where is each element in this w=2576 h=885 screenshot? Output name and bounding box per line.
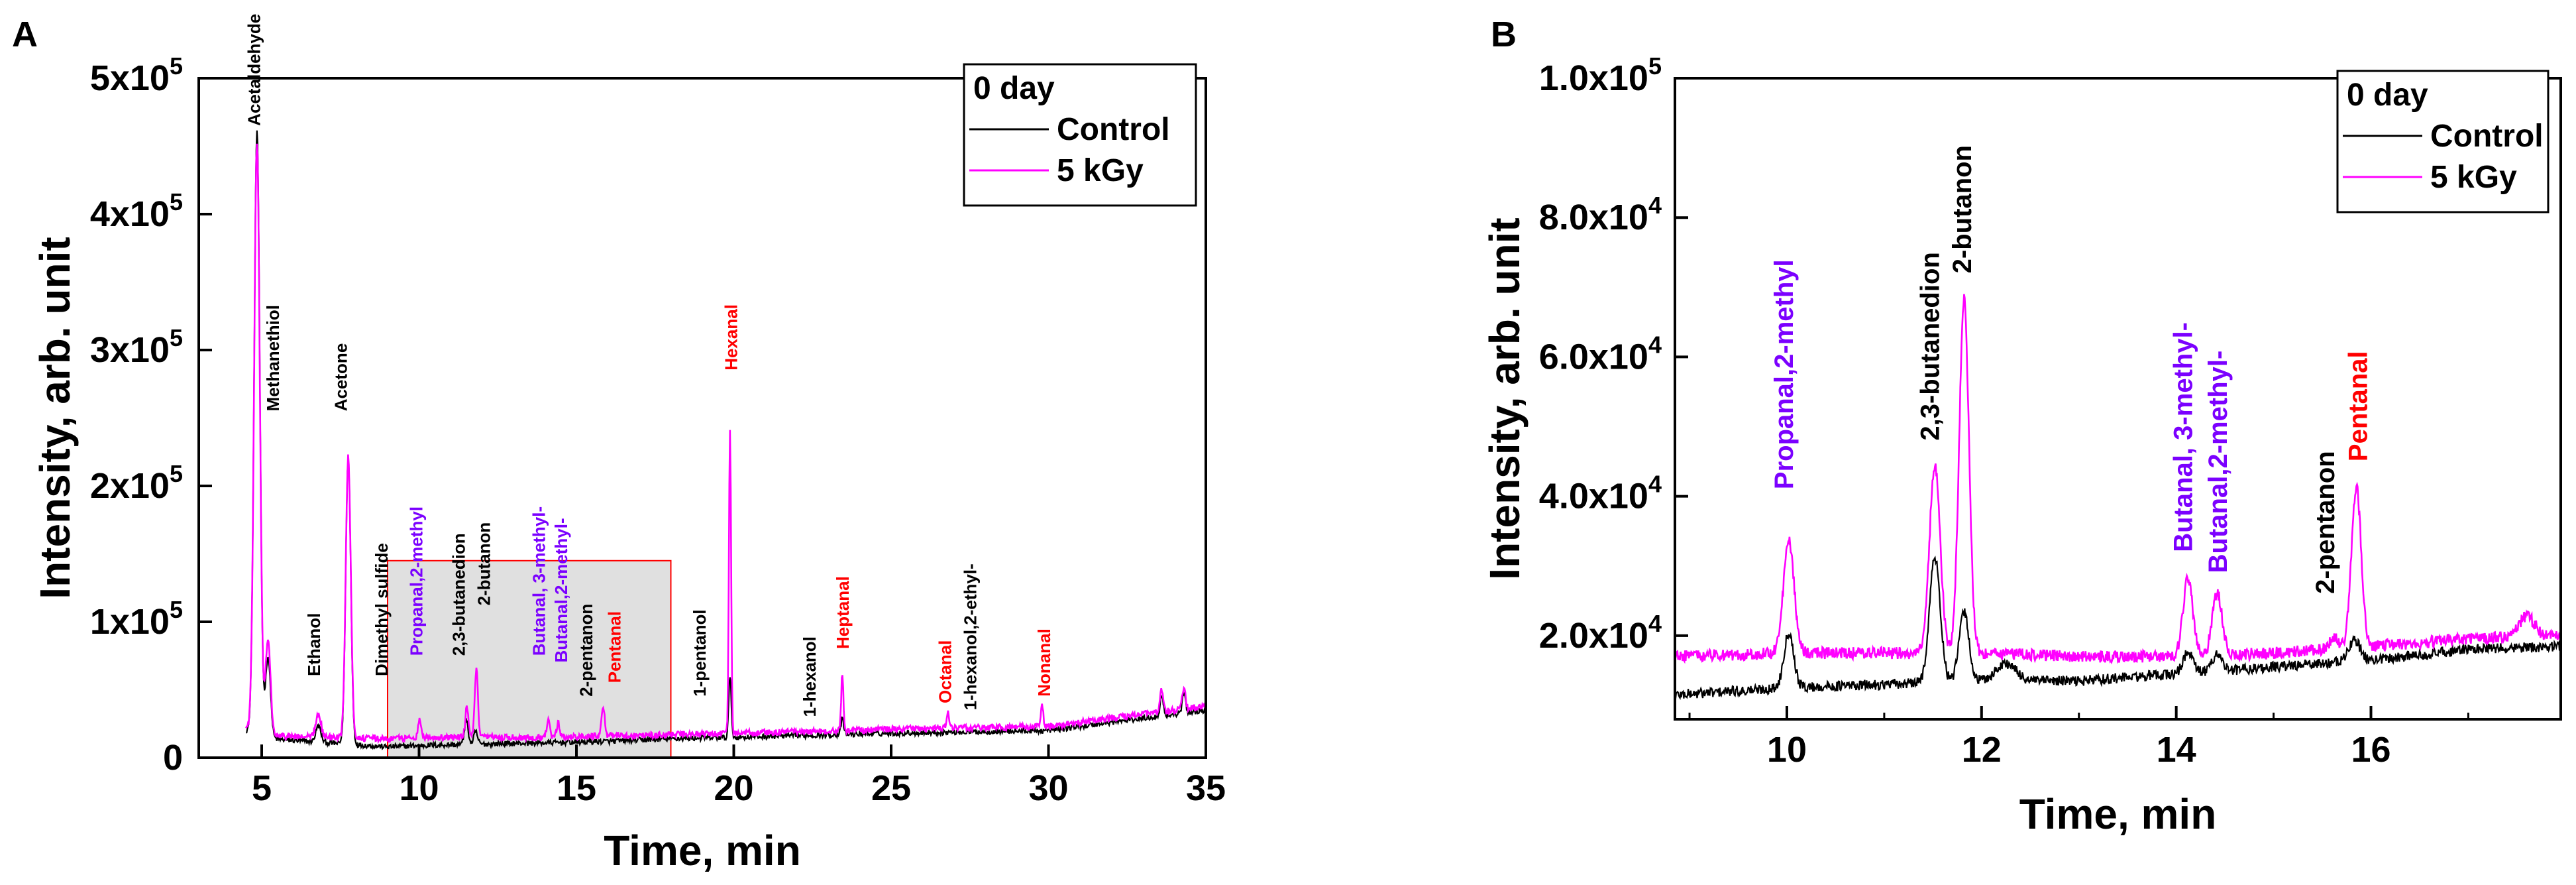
x-tick-label: 35 — [1186, 768, 1226, 808]
peak-label: Butanal,2-methyl- — [2204, 351, 2233, 573]
x-tick-label: 5 — [252, 768, 272, 808]
series-line-5kgy — [245, 143, 1207, 744]
peak-label: 1-hexanol,2-ethyl- — [960, 563, 980, 710]
peak-label: Propanal,2-methyl — [406, 506, 426, 656]
y-tick-label: 2x105 — [90, 460, 183, 506]
peak-label: Dimethyl sulfide — [372, 543, 392, 676]
panel-b: B Propanal,2-methyl 2,3-butanedion2-butan… — [1481, 15, 2562, 838]
x-tick-label: 12 — [1962, 730, 2002, 770]
x-tick-label: 15 — [557, 768, 596, 808]
zoom-region — [387, 560, 672, 758]
x-tick-label: 14 — [2157, 730, 2196, 770]
legend-box — [2336, 70, 2549, 213]
panel-a-label: A — [12, 15, 38, 54]
y-tick-label: 0 — [163, 738, 183, 778]
peak-label: Heptanal — [833, 576, 853, 649]
panel-a-annotations: Acetaldehyde Methanethiol Ethanol Acetone Di… — [244, 14, 1054, 717]
peak-label: 2-butanon — [1948, 145, 1977, 273]
panel-b-y-axis-title: Intensity, arb. unit — [1481, 217, 1529, 579]
peak-label: 2,3-butanedion — [1915, 252, 1945, 440]
y-tick-label: 8.0x104 — [1539, 192, 1662, 237]
x-tick-label: 30 — [1028, 768, 1068, 808]
panel-b-annotations: Propanal,2-methyl 2,3-butanedion2-butanon… — [1770, 145, 2373, 594]
peak-label: 2-pentanon — [576, 604, 596, 697]
legend-label-5kgy: 5 kGy — [1057, 153, 1144, 188]
legend-label-control: Control — [2430, 119, 2544, 154]
series-line-control — [1674, 556, 2561, 700]
panel-b-ticks: 10 12 14 16 2.0x104 4.0x104 6.0x104 8.0x104 1.0x… — [1539, 52, 2469, 770]
peak-label: Ethanol — [304, 613, 324, 676]
peak-label: Pentanal — [2344, 351, 2373, 461]
y-tick-label: 1x105 — [90, 596, 183, 642]
x-tick-label: 16 — [2351, 730, 2390, 770]
peak-label: Methanethiol — [263, 305, 283, 411]
series-line-control — [245, 130, 1207, 750]
panel-a: A Acetaldehyde Methanethiol Ethanol Acetone… — [12, 14, 1226, 874]
legend-box — [963, 63, 1197, 207]
peak-label: Butanal,2-methyl- — [551, 518, 571, 662]
panel-b-series — [1674, 294, 2562, 700]
x-tick-label: 25 — [871, 768, 911, 808]
peak-label: Butanal, 3-methyl- — [529, 506, 549, 656]
panel-a-legend: 0 day Control 5 kGy — [963, 63, 1197, 207]
x-tick-label: 20 — [714, 768, 753, 808]
x-tick-label: 10 — [399, 768, 439, 808]
peak-label: Octanal — [935, 640, 955, 703]
y-tick-label: 4.0x104 — [1539, 471, 1662, 516]
panel-b-legend: 0 day Control 5 kGy — [2336, 70, 2549, 213]
panel-b-label: B — [1491, 15, 1517, 54]
peak-label: Propanal,2-methyl — [1770, 259, 1799, 489]
x-tick-label: 10 — [1767, 730, 1807, 770]
panel-b-x-axis-title: Time, min — [2019, 790, 2217, 838]
panel-a-y-axis-title: Intensity, arb. unit — [31, 237, 79, 599]
peak-label: Hexanal — [721, 304, 741, 371]
peak-label: 2-pentanon — [2311, 451, 2340, 594]
peak-label: Butanal, 3-methyl- — [2169, 322, 2198, 552]
y-tick-label: 4x105 — [90, 188, 183, 234]
peak-label: 2,3-butanedion — [449, 533, 468, 656]
peak-label: 2-butanon — [474, 522, 494, 606]
panel-b-axes-frame — [1674, 77, 2562, 721]
legend-label-5kgy: 5 kGy — [2430, 160, 2517, 195]
series-line-5kgy — [1674, 294, 2562, 665]
peak-label: Pentanal — [604, 611, 624, 683]
peak-label: Acetaldehyde — [244, 14, 264, 126]
peak-label: Nonanal — [1034, 628, 1054, 697]
peak-label: 1-hexanol — [800, 636, 820, 717]
legend-label-control: Control — [1057, 112, 1170, 147]
y-tick-label: 3x105 — [90, 324, 183, 370]
y-tick-label: 1.0x105 — [1539, 52, 1662, 98]
y-tick-label: 6.0x104 — [1539, 331, 1662, 377]
legend-title: 0 day — [2347, 78, 2428, 113]
panel-a-x-axis-title: Time, min — [604, 827, 801, 874]
panel-a-axes-frame — [197, 77, 1207, 759]
peak-label: 1-pentanol — [690, 609, 710, 696]
panel-a-ticks: 5 10 15 20 25 30 35 0 1x105 2x105 3x105 4x105 5x105 — [90, 52, 1226, 808]
peak-label: Acetone — [331, 343, 350, 412]
y-tick-label: 2.0x104 — [1539, 610, 1662, 656]
y-tick-label: 5x105 — [90, 52, 183, 98]
legend-title: 0 day — [973, 71, 1055, 106]
panel-a-series — [245, 130, 1207, 750]
